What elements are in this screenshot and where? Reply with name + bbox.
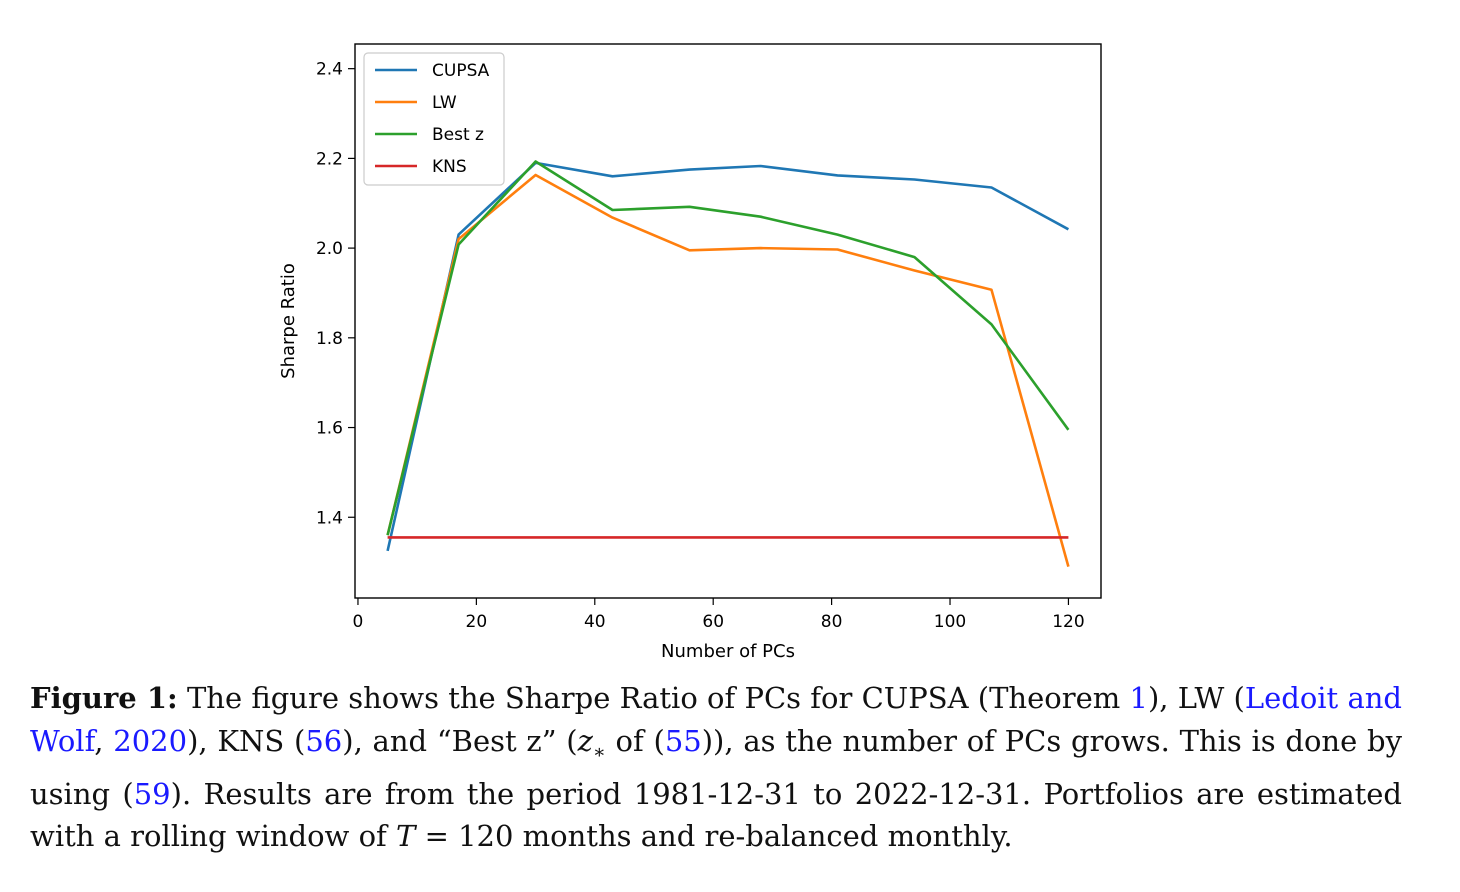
y-tick-label: 2.0 [316, 239, 343, 259]
x-tick-label: 20 [466, 612, 488, 632]
y-tick-label: 2.4 [316, 60, 343, 80]
y-axis-label: Sharpe Ratio [278, 263, 299, 379]
caption-text-6: of ( [605, 723, 665, 758]
legend-label: Best z [432, 125, 484, 145]
math-T: T [396, 819, 416, 854]
caption-text-9: = 120 months and re-balanced monthly. [415, 819, 1013, 854]
caption-text-8: ). Results are from the period 1981-12-3… [30, 776, 1402, 854]
x-tick-label: 60 [702, 612, 724, 632]
legend: CUPSA LW Best z KNS [363, 52, 505, 186]
y-tick-label: 1.4 [316, 508, 343, 528]
x-tick-label: 120 [1052, 612, 1084, 632]
math-z: z [577, 723, 593, 758]
x-tick-label: 40 [584, 612, 606, 632]
figure-caption: Figure 1: The figure shows the Sharpe Ra… [30, 677, 1402, 858]
y-tick-label: 1.8 [316, 329, 343, 349]
legend-label: CUPSA [432, 61, 490, 81]
y-tick-label: 2.2 [316, 149, 343, 169]
x-tick-label: 0 [353, 612, 364, 632]
ref-year-link[interactable]: 2020 [113, 723, 188, 758]
caption-text-3: , [94, 723, 114, 758]
legend-box [363, 52, 505, 186]
sharpe-ratio-chart: 0 20 40 60 80 100 120 1.4 1.6 1.8 2.0 2.2 2.4 Numbe… [278, 43, 1102, 662]
x-axis: 0 20 40 60 80 100 120 [353, 598, 1085, 632]
caption-text-4: ), KNS ( [187, 723, 306, 758]
series-line-lw [386, 173, 1070, 567]
x-axis-label: Number of PCs [661, 641, 795, 662]
plot-frame [354, 43, 1102, 599]
ref-ledoit-wolf-link[interactable]: Ledoit and Wolf [30, 681, 1402, 758]
series-line-best-z [386, 160, 1070, 536]
math-z-subscript: ∗ [592, 740, 606, 763]
legend-label: KNS [432, 157, 467, 177]
caption-label: Figure 1: [30, 681, 178, 715]
x-tick-label: 80 [821, 612, 843, 632]
ref-theorem-link[interactable]: 1 [1129, 681, 1148, 715]
y-tick-label: 1.6 [316, 419, 343, 439]
caption-text-7: )), as the number of PCs grows. This is … [30, 723, 1402, 811]
y-axis: 1.4 1.6 1.8 2.0 2.2 2.4 [316, 60, 355, 528]
caption-text-5: ), and “Best z” ( [342, 723, 578, 758]
ref-eq-55-link[interactable]: 55 [664, 723, 702, 758]
series-layer [386, 160, 1070, 567]
x-tick-label: 100 [934, 612, 966, 632]
series-line-cupsa [386, 161, 1070, 552]
ref-eq-59-link[interactable]: 59 [133, 776, 171, 811]
caption-text-1: The figure shows the Sharpe Ratio of PCs… [177, 681, 1130, 715]
caption-text-2: ), LW ( [1147, 681, 1245, 715]
ref-eq-56-link[interactable]: 56 [305, 723, 343, 758]
legend-label: LW [432, 93, 457, 113]
